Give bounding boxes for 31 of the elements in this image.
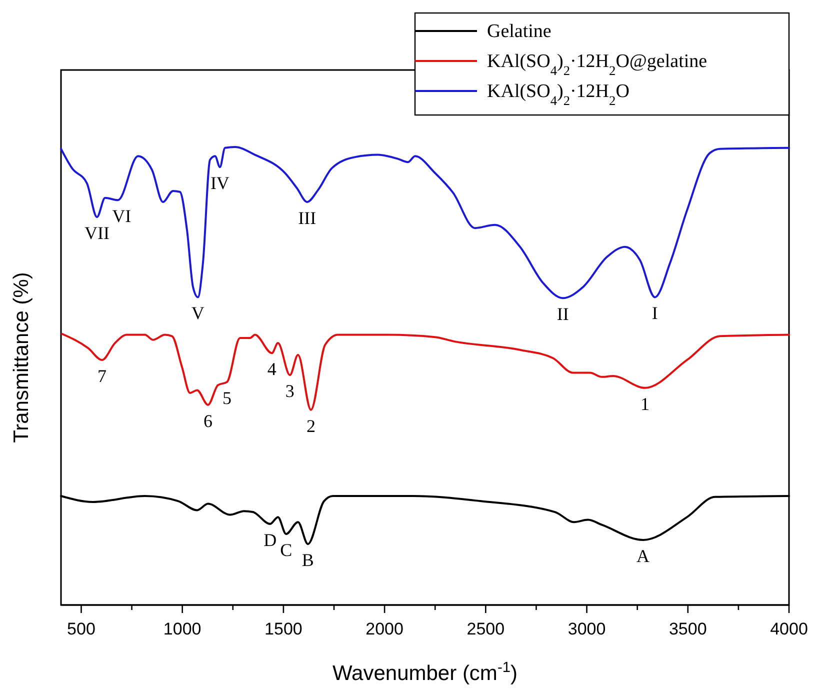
annotation: 3 bbox=[285, 381, 294, 402]
x-tick-label: 1000 bbox=[163, 620, 202, 639]
annotation: IV bbox=[210, 173, 230, 194]
annotation: V bbox=[191, 303, 204, 324]
annotation: II bbox=[556, 304, 569, 324]
annotation: 6 bbox=[204, 410, 213, 431]
annotation: B bbox=[302, 550, 314, 570]
x-tick-label: 3000 bbox=[568, 620, 606, 639]
annotation: 2 bbox=[306, 416, 316, 436]
x-tick-label: 2000 bbox=[366, 620, 404, 639]
x-tick-label: 2500 bbox=[466, 620, 505, 639]
annotation: 7 bbox=[98, 366, 107, 386]
legend-label: Gelatine bbox=[487, 21, 552, 42]
y-axis-title: Transmittance (%) bbox=[10, 272, 33, 443]
annotation: D bbox=[264, 530, 277, 550]
annotation: I bbox=[652, 303, 658, 324]
annotation: 4 bbox=[267, 359, 276, 380]
x-tick-label: 3500 bbox=[668, 620, 707, 639]
x-tick-label: 4000 bbox=[770, 620, 808, 639]
annotation: VII bbox=[84, 223, 110, 244]
annotation: 1 bbox=[640, 394, 650, 414]
annotation: III bbox=[298, 208, 316, 228]
annotation: 5 bbox=[222, 388, 232, 408]
annotation: C bbox=[280, 540, 292, 560]
x-axis-title: Wavenumber (cm$^{-1}$) bbox=[332, 660, 518, 685]
x-tick-label: 500 bbox=[67, 620, 96, 639]
annotation: VI bbox=[112, 206, 132, 226]
legend-label: KAl(SO$_{4}$)$_{2}$·12H$_{2}$O@gelatine bbox=[487, 51, 708, 78]
legend-label: KAl(SO$_{4}$)$_{2}$·12H$_{2}$O bbox=[487, 81, 630, 108]
x-tick-label: 1500 bbox=[264, 620, 302, 639]
annotation: A bbox=[636, 546, 650, 566]
